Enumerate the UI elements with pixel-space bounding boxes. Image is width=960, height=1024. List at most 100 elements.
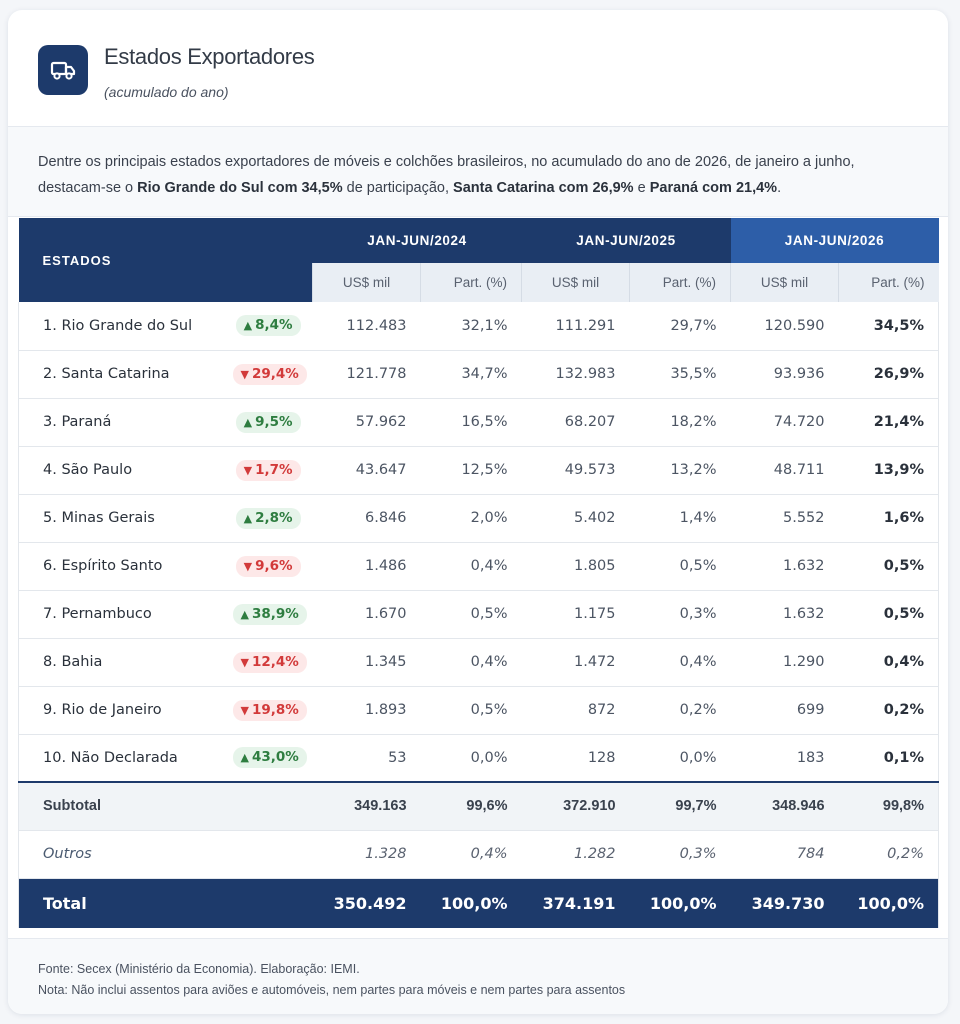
change-cell: ▲ 43,0% <box>232 734 313 783</box>
usd-2025-header: US$ mil <box>521 263 630 302</box>
usd-2026-cell: 348.946 <box>730 781 839 831</box>
table-row: 3. Paraná ▲ 9,5% 57.962 16,5% 68.207 18,2% 74.7… <box>18 398 940 447</box>
card-header: Estados Exportadores (acumulado do ano) <box>8 10 948 127</box>
state-name: 10. Não Declarada <box>18 734 233 783</box>
change-value: 38,9% <box>251 605 299 622</box>
usd-2024-cell: 43.647 <box>312 446 421 495</box>
part-2026-cell: 34,5% <box>838 302 940 351</box>
part-2024-cell: 0,4% <box>420 830 522 879</box>
usd-2025-cell: 1.282 <box>521 830 630 879</box>
subtotal-label: Subtotal <box>17 781 313 831</box>
arrow-down-icon: ▼ <box>240 703 249 717</box>
usd-2024-cell: 1.486 <box>312 542 421 591</box>
change-cell: ▲ 8,4% <box>232 302 313 351</box>
change-cell: ▲ 38,9% <box>232 590 313 639</box>
arrow-up-icon: ▲ <box>240 751 249 765</box>
part-2026-cell: 0,1% <box>838 734 940 783</box>
total-row: Total 350.492 100,0% 374.191 100,0% 349.730 10… <box>17 878 940 928</box>
usd-2024-cell: 112.483 <box>312 302 421 351</box>
arrow-down-icon: ▼ <box>240 367 249 381</box>
change-badge: ▼ 9,6% <box>235 555 301 577</box>
change-badge: ▼ 12,4% <box>232 651 307 673</box>
usd-2025-cell: 872 <box>521 686 630 735</box>
truck-icon <box>38 45 88 95</box>
period-2024-header: JAN-JUN/2024 <box>312 218 522 263</box>
states-column-header: ESTADOS <box>18 218 313 302</box>
usd-2026-cell: 784 <box>730 830 839 879</box>
usd-2025-cell: 374.191 <box>521 878 630 928</box>
part-2024-cell: 2,0% <box>420 494 522 543</box>
change-cell: ▼ 29,4% <box>232 350 313 399</box>
part-2025-cell: 0,3% <box>629 830 731 879</box>
arrow-down-icon: ▼ <box>240 655 249 669</box>
usd-2025-cell: 68.207 <box>521 398 630 447</box>
table-row: 10. Não Declarada ▲ 43,0% 53 0,0% 128 0,0% 183 0… <box>18 734 940 783</box>
usd-2026-cell: 183 <box>730 734 839 783</box>
usd-2026-cell: 93.936 <box>730 350 839 399</box>
state-name: 1. Rio Grande do Sul <box>18 302 233 351</box>
part-2025-cell: 1,4% <box>629 494 731 543</box>
part-2026-cell: 99,8% <box>838 781 940 831</box>
part-2024-cell: 16,5% <box>420 398 522 447</box>
part-2025-cell: 18,2% <box>629 398 731 447</box>
period-2025-header: JAN-JUN/2025 <box>521 218 731 263</box>
usd-2024-cell: 1.345 <box>312 638 421 687</box>
usd-2025-cell: 5.402 <box>521 494 630 543</box>
footer-notes: Fonte: Secex (Ministério da Economia). E… <box>8 938 948 1014</box>
change-badge: ▼ 19,8% <box>232 699 307 721</box>
change-value: 9,5% <box>255 413 293 430</box>
change-value: 8,4% <box>255 317 293 334</box>
usd-2024-header: US$ mil <box>312 263 421 302</box>
part-2026-cell: 0,4% <box>838 638 940 687</box>
state-name: 5. Minas Gerais <box>18 494 233 543</box>
usd-2026-cell: 74.720 <box>730 398 839 447</box>
table-row: 4. São Paulo ▼ 1,7% 43.647 12,5% 49.573 13,2% 4… <box>18 446 940 495</box>
part-2024-cell: 0,5% <box>420 686 522 735</box>
arrow-up-icon: ▲ <box>243 319 253 333</box>
usd-2024-cell: 57.962 <box>312 398 421 447</box>
change-value: 43,0% <box>251 749 299 766</box>
state-name: 9. Rio de Janeiro <box>18 686 233 735</box>
subtotal-row: Subtotal 349.163 99,6% 372.910 99,7% 348.946 9… <box>17 781 940 831</box>
usd-2025-cell: 49.573 <box>521 446 630 495</box>
part-2026-cell: 13,9% <box>838 446 940 495</box>
part-2025-cell: 0,3% <box>629 590 731 639</box>
part-2025-cell: 0,5% <box>629 542 731 591</box>
part-2025-cell: 0,2% <box>629 686 731 735</box>
part-2026-cell: 26,9% <box>838 350 940 399</box>
state-name: 3. Paraná <box>18 398 233 447</box>
arrow-down-icon: ▼ <box>243 559 253 573</box>
usd-2024-cell: 1.893 <box>312 686 421 735</box>
page-title: Estados Exportadores <box>104 44 315 69</box>
usd-2025-cell: 1.472 <box>521 638 630 687</box>
part-2026-header: Part. (%) <box>838 263 939 302</box>
part-2026-cell: 100,0% <box>838 878 940 928</box>
page-subtitle: (acumulado do ano) <box>104 84 229 100</box>
part-2026-cell: 21,4% <box>838 398 940 447</box>
state-name: 7. Pernambuco <box>18 590 233 639</box>
part-2025-cell: 13,2% <box>629 446 731 495</box>
change-value: 29,4% <box>251 365 299 382</box>
table-row: 8. Bahia ▼ 12,4% 1.345 0,4% 1.472 0,4% 1.290 0,4… <box>18 638 940 687</box>
part-2024-header: Part. (%) <box>420 263 522 302</box>
usd-2024-cell: 53 <box>312 734 421 783</box>
part-2025-cell: 100,0% <box>629 878 731 928</box>
part-2024-cell: 34,7% <box>420 350 522 399</box>
usd-2025-cell: 1.175 <box>521 590 630 639</box>
exclusion-note: Nota: Não inclui assentos para aviões e … <box>38 983 626 997</box>
change-badge: ▲ 8,4% <box>235 315 301 337</box>
part-2026-cell: 0,2% <box>838 686 940 735</box>
part-2024-cell: 0,4% <box>420 542 522 591</box>
total-label: Total <box>17 878 313 928</box>
arrow-up-icon: ▲ <box>240 607 249 621</box>
usd-2026-cell: 1.632 <box>730 590 839 639</box>
table-row: 1. Rio Grande do Sul ▲ 8,4% 112.483 32,1% 111… <box>18 302 940 351</box>
state-name: 6. Espírito Santo <box>18 542 233 591</box>
part-2024-cell: 99,6% <box>420 781 522 831</box>
usd-2025-cell: 132.983 <box>521 350 630 399</box>
change-cell: ▼ 12,4% <box>232 638 313 687</box>
exporting-states-card: Estados Exportadores (acumulado do ano) … <box>8 10 948 1014</box>
change-cell: ▼ 19,8% <box>232 686 313 735</box>
part-2026-cell: 1,6% <box>838 494 940 543</box>
change-value: 19,8% <box>251 701 299 718</box>
